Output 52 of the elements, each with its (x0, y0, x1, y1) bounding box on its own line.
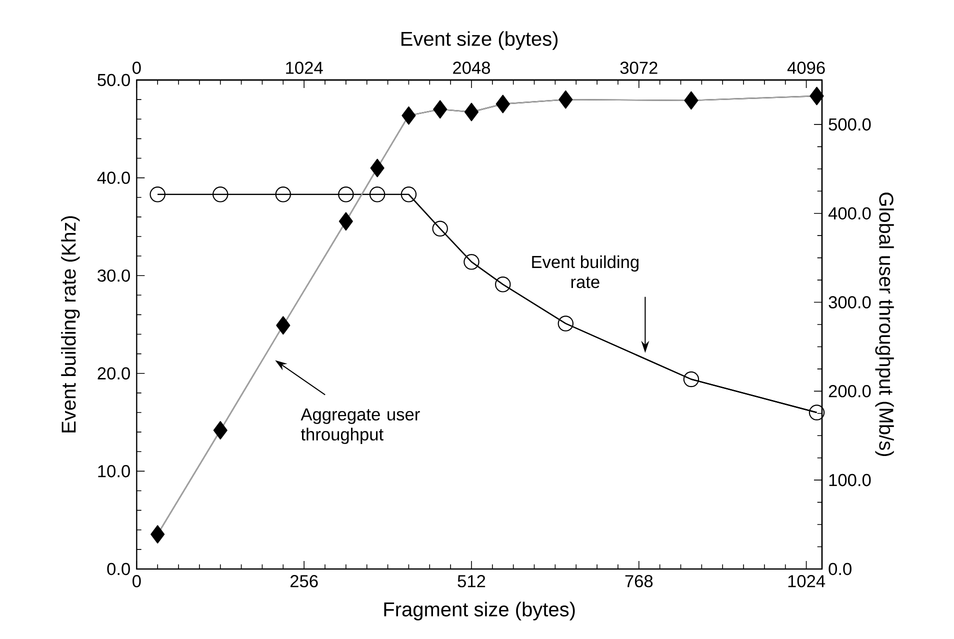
point (810, 86, 824, 106)
x2-tick-label: 2048 (453, 62, 490, 74)
y-axis-title: Event building rate (Khz) (61, 216, 80, 432)
x-tick-label: 512 (458, 575, 486, 588)
point (212, 186, 228, 202)
x2-tick-label: 1024 (286, 62, 323, 74)
y-tick-label: 20.0 (98, 367, 130, 380)
point (808, 404, 825, 420)
y2-tick-label: 200.0 (828, 385, 871, 398)
y-tick-label: 10.0 (98, 465, 130, 478)
point (213, 421, 228, 440)
x2-tick-label: 0 (132, 62, 141, 74)
x-tick-label: 1024 (788, 575, 826, 588)
point (370, 158, 384, 178)
y-tick-label: 40.0 (97, 172, 130, 184)
x2-tick-label: 3072 (620, 62, 658, 74)
point (276, 316, 290, 335)
point (432, 220, 448, 237)
x-axis-title: Fragment size (bytes) (384, 602, 575, 620)
point (150, 186, 166, 202)
x2-tick-label: 4096 (787, 62, 825, 74)
point (369, 186, 386, 202)
x-tick-label: 768 (625, 575, 653, 588)
y2-tick-label: 0.0 (828, 562, 852, 576)
y2-tick-label: 300.0 (828, 296, 871, 308)
point (338, 186, 354, 202)
point (338, 212, 353, 231)
y2-tick-label: 100.0 (829, 474, 871, 486)
point (558, 90, 573, 109)
point (558, 316, 574, 332)
y-tick-label: 0.0 (107, 562, 130, 576)
point (433, 100, 448, 119)
point (464, 102, 479, 122)
x-tick-label: 0 (132, 575, 141, 588)
y-tick-label: 30.0 (98, 269, 130, 282)
point (400, 186, 417, 202)
point (684, 91, 698, 110)
point (683, 371, 700, 388)
y2-axis-title: Global user throughput (Mb/s) (875, 192, 894, 456)
point (496, 94, 510, 114)
point (150, 525, 165, 544)
annotation: Aggregate user throughput (300, 408, 420, 444)
y-tick-label: 50.0 (98, 74, 130, 86)
x-tick-label: 256 (290, 575, 318, 588)
point (275, 186, 292, 202)
point (464, 254, 480, 270)
y2-tick-label: 500.0 (828, 118, 871, 131)
point (495, 276, 511, 292)
x2-axis-title: Event size (bytes) (402, 31, 558, 50)
y2-tick-label: 400.0 (828, 207, 871, 220)
annotation: Event building rate (532, 255, 638, 288)
point (402, 106, 416, 125)
